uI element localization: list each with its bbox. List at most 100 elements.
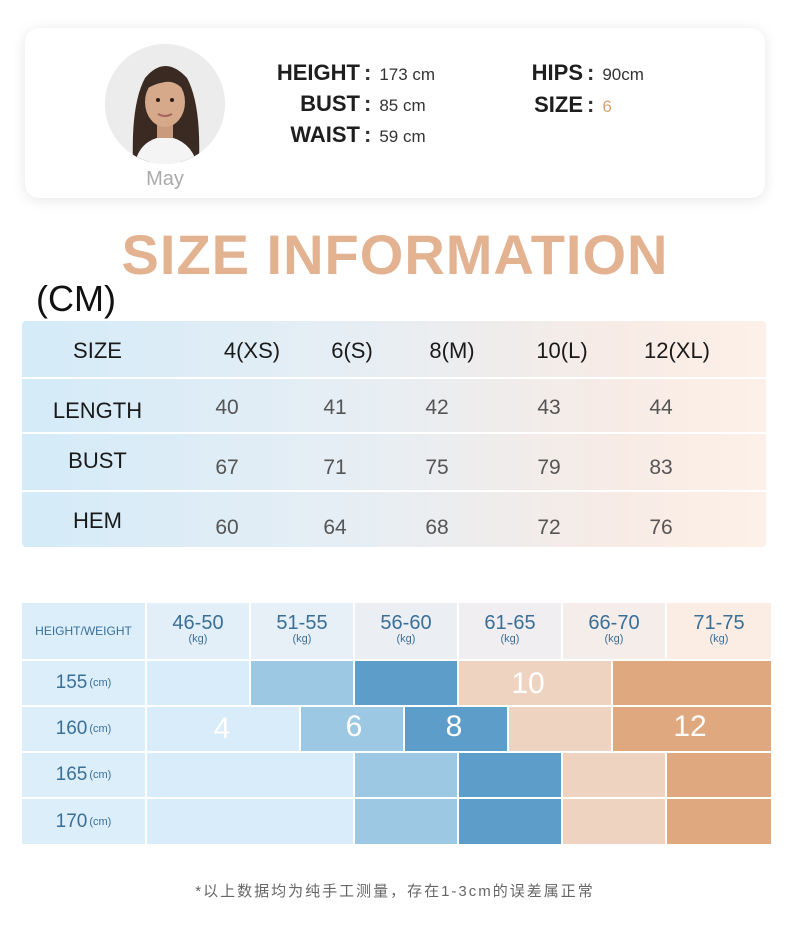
weight-unit: (kg) — [604, 633, 624, 645]
table-cell: 43 — [537, 396, 561, 419]
waist-measure: WAIST:59 cm — [240, 122, 426, 148]
separator: : — [364, 91, 372, 116]
height-value: 173 cm — [379, 65, 436, 84]
weight-range: 56-60 — [380, 612, 432, 634]
table-cell: 60 — [215, 516, 239, 539]
size-8-block — [459, 753, 561, 797]
separator: : — [587, 92, 595, 117]
header-size-6: 6(S) — [331, 338, 373, 363]
size-6-block — [355, 799, 457, 844]
bust-value: 85 cm — [379, 96, 426, 115]
table-row-length: LENGTH 40 41 42 43 44 — [22, 379, 766, 434]
size-6-block — [251, 661, 353, 705]
height-label: HEIGHT — [276, 60, 360, 85]
table-row-hem: HEM 60 64 68 72 76 — [22, 492, 766, 547]
hips-measure: HIPS:90cm — [523, 60, 644, 86]
size-6-block — [301, 707, 403, 751]
table-cell: 75 — [425, 456, 449, 479]
weight-unit: (kg) — [396, 633, 416, 645]
size-4-block — [147, 753, 353, 797]
table-cell: 68 — [425, 516, 449, 539]
size-4-label: 4 — [213, 712, 231, 745]
table-cell: 76 — [649, 516, 673, 539]
weight-header: 51-55 (kg) — [251, 603, 353, 659]
header-size-12: 12(XL) — [643, 338, 711, 363]
size-10-label: 10 — [511, 667, 545, 700]
size-12-block — [613, 661, 771, 705]
waist-value: 59 cm — [379, 127, 426, 146]
size-10-block — [509, 707, 611, 751]
height-label: 160 (cm) — [22, 707, 145, 751]
size-10-block — [563, 799, 665, 844]
height-weight-grid: HEIGHT/WEIGHT 46-50 (kg) 51-55 (kg) 56-60(… — [22, 603, 771, 844]
height-unit: (cm) — [89, 677, 112, 689]
height-unit: (cm) — [89, 815, 112, 828]
table-row-bust: BUST 67 71 75 79 83 — [22, 434, 766, 492]
height-label: 165 (cm) — [22, 753, 145, 797]
height-value: 165 — [55, 764, 88, 785]
size-label: SIZE — [534, 92, 583, 117]
unit-label: (CM) — [36, 278, 116, 319]
weight-header: 61-65 (kg) — [459, 603, 561, 659]
height-label: 155 (cm) — [22, 661, 145, 705]
hips-label: HIPS — [531, 60, 583, 85]
size-4-block — [147, 799, 353, 844]
weight-range: 71-75 — [693, 612, 745, 634]
weight-header: 46-50 (kg) — [147, 603, 249, 659]
bust-measure: BUST:85 cm — [240, 91, 426, 117]
weight-range: 66-70 — [588, 612, 640, 634]
size-12-block — [667, 753, 771, 797]
size-4-block — [147, 661, 249, 705]
separator: : — [587, 60, 595, 85]
row-label-hem: HEM — [73, 508, 122, 533]
size-10-block — [563, 753, 665, 797]
model-avatar — [105, 44, 225, 164]
table-cell: 72 — [537, 516, 561, 539]
weight-unit: (kg) — [709, 633, 729, 645]
header-size-8: 8(M) — [429, 338, 475, 363]
separator: : — [364, 122, 372, 147]
table-cell: 64 — [323, 516, 347, 539]
size-12-block — [667, 799, 771, 844]
height-measure: HEIGHT:173 cm — [240, 60, 435, 86]
header-size-4: 4(XS) — [223, 338, 281, 363]
row-label-length: LENGTH — [52, 398, 143, 423]
table-cell: 40 — [215, 396, 239, 419]
measurement-note: *以上数据均为纯手工测量，存在1-3cm的误差属正常 — [195, 883, 595, 900]
height-value: 155 — [55, 672, 88, 693]
table-cell: 79 — [537, 456, 561, 479]
weight-unit: (kg) — [292, 633, 312, 645]
table-cell: 44 — [649, 396, 673, 419]
size-12-block — [613, 707, 771, 751]
size-value: 6 — [602, 97, 612, 116]
hips-value: 90cm — [602, 65, 644, 84]
height-label: 170 (cm) — [22, 799, 145, 844]
model-card: May HEIGHT:173 cm BUST:85 cm WAIST:59 cm… — [25, 28, 765, 198]
row-label-bust: BUST — [68, 448, 127, 473]
size-8-block — [355, 661, 457, 705]
height-value: 170 — [55, 810, 88, 832]
waist-label: WAIST — [290, 122, 360, 147]
height-unit: (cm) — [89, 769, 112, 781]
weight-range: 51-55 — [276, 612, 328, 634]
size-table: SIZE 4(XS) 6(S) 8(M) 10(L) 12(XL) LENGTH… — [22, 321, 766, 547]
weight-header: 71-75 (kg) — [667, 603, 771, 659]
size-4-block — [147, 707, 299, 751]
header-size: SIZE — [73, 338, 122, 363]
size-8-label: 8 — [445, 710, 463, 743]
bust-label: BUST — [300, 91, 360, 116]
height-value: 160 — [55, 718, 88, 739]
model-name: May — [146, 168, 184, 190]
table-cell: 42 — [425, 396, 449, 419]
table-cell: 41 — [323, 396, 347, 419]
weight-range: 46-50 — [172, 612, 224, 634]
page-title: SIZE INFORMATION — [121, 223, 669, 286]
size-8-block — [405, 707, 507, 751]
grid-title: HEIGHT/WEIGHT — [22, 603, 145, 659]
header-size-10: 10(L) — [536, 338, 588, 363]
weight-unit: (kg) — [188, 633, 208, 645]
table-cell: 71 — [323, 456, 347, 479]
size-6-block — [355, 753, 457, 797]
size-12-label: 12 — [673, 710, 707, 743]
size-10-block — [459, 661, 611, 705]
